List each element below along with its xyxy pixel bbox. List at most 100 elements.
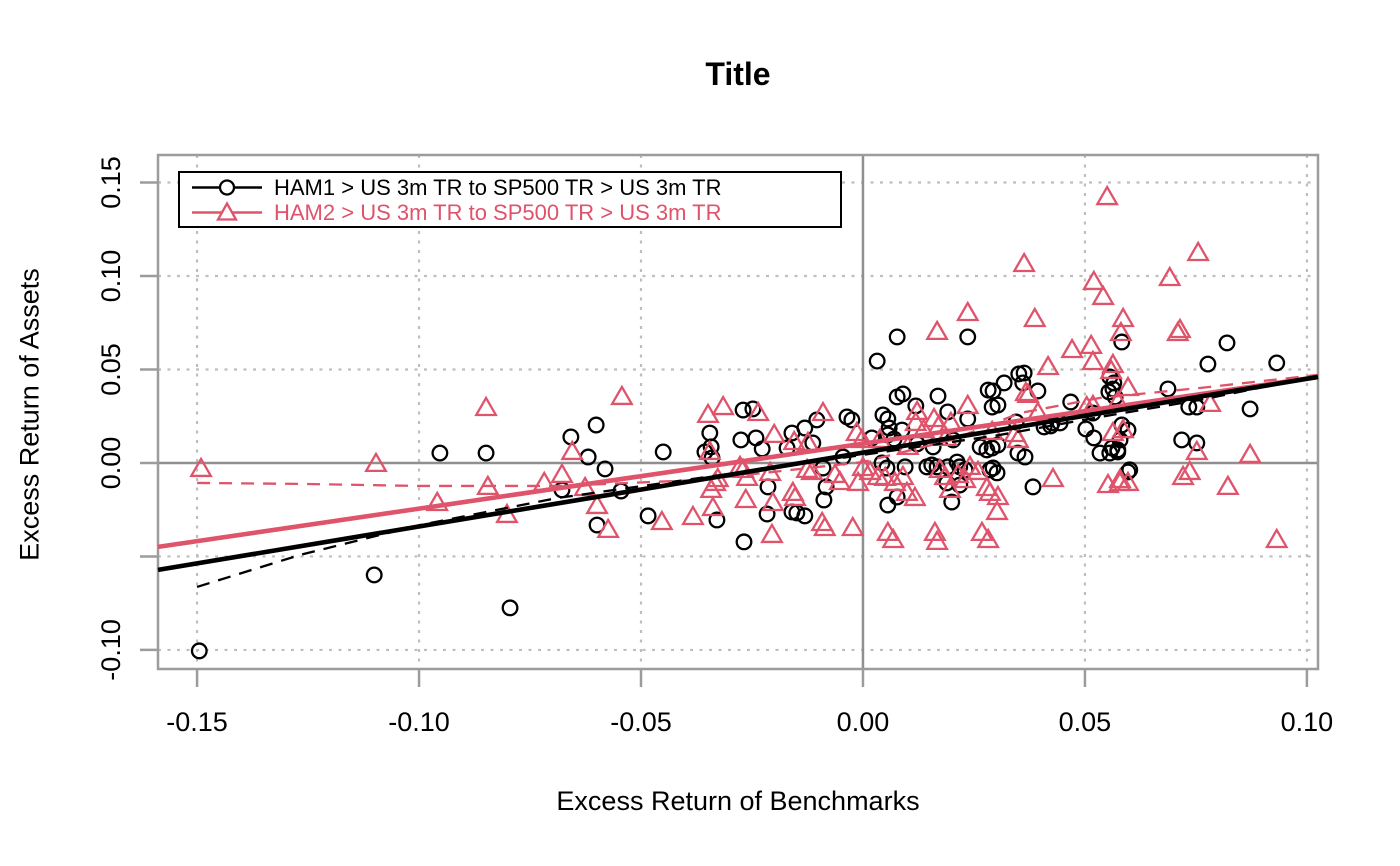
- ham1-point: [701, 424, 719, 442]
- ham1-point: [943, 493, 961, 511]
- ham2-point: [550, 462, 574, 484]
- ham1-point: [868, 352, 886, 370]
- ham2-point: [1095, 184, 1119, 206]
- ham1-point: [879, 496, 897, 514]
- ham1-point: [880, 419, 898, 437]
- ham1-point: [874, 406, 892, 424]
- x-tick-label: 0.05: [1059, 707, 1112, 737]
- ham2-point: [1157, 265, 1182, 287]
- ham2-point: [923, 520, 947, 542]
- ham1-point: [744, 400, 762, 418]
- ham2-point: [1238, 442, 1262, 464]
- ham1-point: [1085, 429, 1103, 447]
- ham1-point: [959, 328, 977, 346]
- ham2-point: [698, 439, 722, 461]
- ham2-point: [828, 469, 852, 491]
- ham2-point: [905, 399, 929, 421]
- ham2-point: [1041, 466, 1065, 488]
- ham1-point: [879, 410, 897, 428]
- ham2-point: [966, 459, 990, 481]
- ham1-point: [815, 491, 833, 509]
- ham1-point: [888, 328, 906, 346]
- y-tick-label: -0.10: [96, 619, 126, 681]
- ham1-point: [758, 505, 776, 523]
- ham1-point: [1159, 380, 1177, 398]
- ham1-point: [654, 443, 672, 461]
- ham2-point: [840, 515, 865, 537]
- ham1-point: [995, 374, 1013, 392]
- ham2-point: [1036, 354, 1060, 376]
- ham2-point: [1116, 375, 1140, 397]
- ham2-point: [703, 470, 727, 492]
- x-tick-label: 0.10: [1281, 707, 1334, 737]
- ham1-point: [1173, 431, 1191, 449]
- ham2-point: [955, 393, 980, 415]
- ham1-point: [477, 444, 495, 462]
- ham1-point: [1024, 478, 1042, 496]
- ham2-point: [985, 499, 1009, 521]
- ham1-point: [587, 416, 605, 434]
- ham2-point: [1101, 420, 1125, 442]
- ham2-point: [560, 439, 584, 461]
- ham2-point: [1168, 317, 1192, 339]
- y-tick-label: 0.15: [96, 156, 126, 209]
- ham2-point: [681, 504, 705, 526]
- ham1-point: [1218, 334, 1236, 352]
- ham1-point: [1268, 354, 1286, 372]
- y-axis-title: Excess Return of Assets: [14, 268, 45, 561]
- ham2-point: [474, 395, 498, 417]
- ham1-point: [735, 533, 753, 551]
- ham2-point: [733, 487, 758, 509]
- ham2-point: [925, 319, 949, 341]
- ham1-point: [843, 411, 861, 429]
- ham2-point: [1186, 240, 1210, 262]
- circle-icon: [218, 179, 236, 196]
- ham1-point: [431, 444, 449, 462]
- ham2-point: [1111, 417, 1135, 439]
- ham2-point: [762, 422, 786, 444]
- x-tick-label: -0.05: [610, 707, 672, 737]
- ham2-point: [1216, 474, 1240, 496]
- ham1-circle-marker: [192, 179, 262, 196]
- legend-item-ham1: HAM1 > US 3m TR to SP500 TR > US 3m TR: [188, 175, 840, 200]
- ham1-point: [1009, 444, 1027, 462]
- ham2-point: [425, 490, 450, 512]
- ham1-point: [984, 459, 1002, 477]
- ham2-point: [189, 456, 213, 478]
- x-tick-label: -0.15: [166, 707, 228, 737]
- ham2-point: [650, 509, 674, 531]
- ham2-smooth-line: [197, 373, 1319, 488]
- ham2-point: [903, 485, 927, 507]
- ham1-point: [988, 464, 1006, 482]
- ham2-point: [933, 464, 957, 486]
- ham2-point: [955, 300, 980, 322]
- ham2-point: [1091, 284, 1115, 306]
- ham1-point: [894, 385, 912, 403]
- ham2-point: [1116, 470, 1140, 492]
- ham2-point: [800, 459, 824, 481]
- ham2-point: [1022, 306, 1047, 328]
- ham1-point: [734, 401, 752, 419]
- ham2-point: [850, 427, 874, 449]
- ham2-fit-line: [157, 374, 1319, 550]
- ham2-point: [846, 470, 870, 492]
- ham1-point: [1199, 355, 1217, 373]
- ham1-point: [796, 507, 814, 525]
- ham2-point: [1101, 352, 1125, 374]
- ham1-point: [596, 460, 614, 478]
- ham2-point: [976, 527, 1000, 549]
- ham2-point: [746, 400, 770, 422]
- ham2-point: [891, 464, 915, 486]
- legend-item-ham2: HAM2 > US 3m TR to SP500 TR > US 3m TR: [188, 200, 840, 225]
- ham2-point: [711, 394, 735, 416]
- ham1-point: [896, 458, 914, 476]
- ham2-point: [735, 465, 759, 487]
- triangle-icon: [216, 201, 238, 221]
- ham2-point: [1185, 439, 1209, 461]
- ham2-point: [761, 490, 785, 512]
- ham1-point: [702, 438, 720, 456]
- ham2-point: [782, 429, 806, 451]
- ham2-point: [812, 515, 837, 537]
- ham2-point: [364, 451, 388, 473]
- ham2-point: [925, 529, 949, 551]
